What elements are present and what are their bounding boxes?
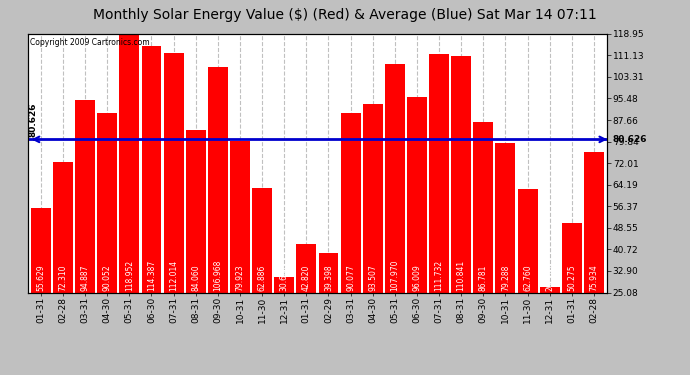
Text: 30.601: 30.601: [279, 264, 288, 291]
Bar: [518, 189, 538, 362]
Text: 72.310: 72.310: [59, 265, 68, 291]
Text: 84.060: 84.060: [191, 264, 200, 291]
Text: 112.014: 112.014: [169, 260, 178, 291]
Bar: [97, 113, 117, 362]
Bar: [230, 141, 250, 362]
Bar: [584, 152, 604, 362]
Bar: [119, 34, 139, 362]
Bar: [385, 64, 405, 362]
Text: 106.968: 106.968: [213, 260, 222, 291]
Text: 39.398: 39.398: [324, 264, 333, 291]
Bar: [297, 244, 316, 362]
Bar: [429, 54, 449, 362]
Text: 111.732: 111.732: [435, 260, 444, 291]
Text: 79.923: 79.923: [235, 264, 244, 291]
Text: 94.887: 94.887: [81, 265, 90, 291]
Text: 75.934: 75.934: [589, 264, 598, 291]
Text: 93.507: 93.507: [368, 264, 377, 291]
Text: Copyright 2009 Cartronics.com: Copyright 2009 Cartronics.com: [30, 38, 150, 46]
Text: 114.387: 114.387: [147, 260, 156, 291]
Bar: [473, 122, 493, 362]
Bar: [164, 53, 184, 362]
Bar: [407, 97, 427, 362]
Bar: [53, 162, 73, 362]
Text: 50.275: 50.275: [567, 264, 576, 291]
Bar: [31, 208, 51, 362]
Text: 80.626: 80.626: [29, 103, 38, 137]
Text: 62.760: 62.760: [523, 264, 532, 291]
Bar: [75, 100, 95, 362]
Bar: [363, 104, 383, 362]
Text: 86.781: 86.781: [479, 265, 488, 291]
Text: 107.970: 107.970: [391, 260, 400, 291]
Text: 79.288: 79.288: [501, 265, 510, 291]
Text: 90.077: 90.077: [346, 264, 355, 291]
Text: 42.820: 42.820: [302, 265, 310, 291]
Bar: [274, 277, 294, 362]
Bar: [208, 67, 228, 362]
Text: 90.052: 90.052: [103, 264, 112, 291]
Text: 96.009: 96.009: [413, 264, 422, 291]
Text: 118.952: 118.952: [125, 260, 134, 291]
Bar: [252, 188, 272, 362]
Bar: [451, 56, 471, 362]
Bar: [186, 130, 206, 362]
Text: 80.626: 80.626: [613, 135, 647, 144]
Bar: [562, 223, 582, 362]
Bar: [341, 113, 361, 362]
Text: 62.886: 62.886: [257, 265, 266, 291]
Bar: [141, 46, 161, 362]
Bar: [540, 287, 560, 362]
Text: Monthly Solar Energy Value ($) (Red) & Average (Blue) Sat Mar 14 07:11: Monthly Solar Energy Value ($) (Red) & A…: [93, 8, 597, 21]
Bar: [319, 253, 338, 362]
Text: 26.918: 26.918: [545, 265, 554, 291]
Bar: [495, 143, 515, 362]
Text: 110.841: 110.841: [457, 260, 466, 291]
Text: 55.629: 55.629: [37, 264, 46, 291]
